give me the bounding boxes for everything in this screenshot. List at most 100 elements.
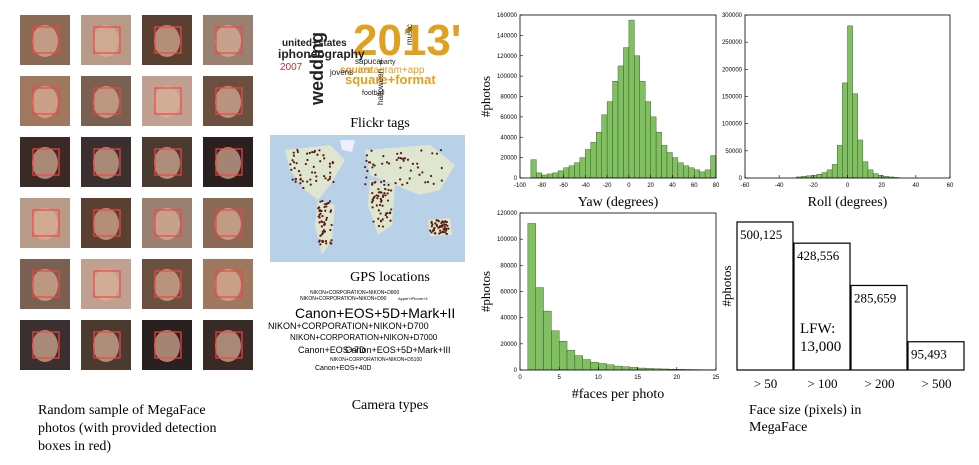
gps-dot bbox=[327, 178, 330, 182]
value-label: 500,125 bbox=[740, 227, 782, 242]
gps-dot bbox=[367, 161, 371, 164]
y-tick-label: 300000 bbox=[722, 13, 743, 19]
face bbox=[93, 147, 119, 179]
gps-dot bbox=[443, 231, 447, 234]
gps-dot bbox=[373, 164, 376, 167]
camera-word: Apple+iPhone+4 bbox=[398, 296, 428, 301]
histogram-bar bbox=[566, 350, 576, 371]
gps-dot bbox=[327, 201, 330, 205]
annotation: LFW: bbox=[800, 321, 835, 337]
gps-dot bbox=[371, 191, 374, 195]
gps-dot bbox=[373, 181, 376, 184]
gps-dot bbox=[384, 187, 387, 191]
y-tick-label: 80000 bbox=[500, 263, 517, 269]
gps-dot bbox=[433, 226, 436, 230]
detection-box bbox=[93, 209, 121, 237]
gps-dot bbox=[299, 177, 302, 180]
gps-dot bbox=[373, 195, 376, 198]
histogram-bar bbox=[704, 169, 711, 179]
gps-dot bbox=[304, 162, 307, 166]
face bbox=[32, 330, 58, 362]
camera-word: NIKON+CORPORATION+NIKON+D700 bbox=[268, 321, 429, 331]
gps-dot bbox=[301, 180, 304, 183]
detection-box bbox=[215, 148, 243, 176]
histogram-bar bbox=[547, 173, 553, 179]
value-label: 285,659 bbox=[854, 290, 896, 305]
face bbox=[215, 25, 241, 57]
gps-dot bbox=[321, 199, 324, 203]
histogram-bar bbox=[666, 152, 673, 179]
value-label: 428,556 bbox=[797, 248, 840, 263]
gps-dot bbox=[306, 152, 309, 155]
face bbox=[154, 330, 180, 362]
gps-dot bbox=[318, 239, 321, 242]
face bbox=[93, 269, 119, 301]
histogram-bar bbox=[699, 171, 706, 179]
gps-dot bbox=[321, 232, 325, 235]
histogram-bar bbox=[543, 310, 552, 371]
histogram-bar bbox=[872, 173, 879, 179]
gps-dot bbox=[383, 192, 386, 195]
y-tick-label: 20000 bbox=[500, 342, 517, 348]
x-tick-label: 80 bbox=[713, 183, 720, 189]
gps-dot bbox=[409, 169, 412, 172]
face bbox=[215, 208, 241, 240]
gps-dot bbox=[375, 204, 378, 207]
tag-word: iphoneography bbox=[278, 47, 365, 61]
gps-dot bbox=[394, 182, 397, 185]
gps-dot bbox=[447, 227, 450, 230]
gps-dot bbox=[329, 228, 332, 232]
histogram-bar bbox=[598, 363, 607, 371]
gps-dot bbox=[328, 177, 331, 180]
value-label: 95,493 bbox=[911, 347, 947, 362]
bar bbox=[736, 221, 794, 371]
gps-dot bbox=[420, 149, 423, 152]
x-tick-label: > 100 bbox=[807, 376, 837, 391]
gps-dot bbox=[365, 154, 369, 157]
gps-dot bbox=[401, 183, 404, 186]
gps-dot bbox=[318, 216, 321, 219]
y-tick-label: 120000 bbox=[497, 54, 518, 60]
x-tick-label: 20 bbox=[647, 183, 654, 189]
annotation: 13,000 bbox=[800, 339, 841, 355]
detection-box bbox=[32, 26, 60, 54]
gps-dot bbox=[332, 180, 335, 184]
detection-box bbox=[32, 148, 60, 176]
x-tick-label: 60 bbox=[691, 183, 698, 189]
gps-dot bbox=[370, 201, 374, 204]
histogram-bar bbox=[639, 81, 646, 179]
detection-box bbox=[215, 270, 243, 298]
gps-dot bbox=[325, 218, 328, 221]
gps-dot bbox=[396, 152, 399, 155]
histogram-bar bbox=[612, 81, 619, 179]
camera-word: NIKON+CORPORATION+NIKON+D7000 bbox=[290, 333, 438, 342]
gps-dot bbox=[328, 162, 332, 165]
gps-dot bbox=[296, 150, 300, 154]
gps-dot bbox=[377, 209, 381, 212]
gps-dot bbox=[371, 183, 374, 186]
y-axis-label: #photos bbox=[478, 76, 493, 117]
gps-dot bbox=[329, 209, 333, 212]
detection-box bbox=[154, 148, 182, 176]
tag-word: united+states bbox=[282, 38, 347, 49]
bar bbox=[793, 242, 851, 371]
face bbox=[32, 269, 58, 301]
y-tick-label: 40000 bbox=[500, 135, 517, 141]
caption: Flickr tags bbox=[350, 116, 410, 131]
gps-dot bbox=[383, 183, 386, 186]
face bbox=[154, 86, 180, 118]
detection-box bbox=[215, 331, 243, 359]
gps-dot bbox=[386, 212, 389, 215]
gps-dot bbox=[440, 221, 443, 225]
gps-dot bbox=[308, 151, 311, 155]
y-tick-label: 250000 bbox=[722, 40, 743, 46]
histogram-bar bbox=[590, 361, 599, 371]
gps-dot bbox=[322, 154, 325, 157]
gps-dot bbox=[329, 171, 332, 174]
gps-dot bbox=[432, 182, 435, 185]
x-tick-label: 0 bbox=[846, 183, 850, 189]
histogram-bar bbox=[596, 131, 602, 179]
tag-word: wedding bbox=[307, 32, 327, 106]
x-tick-label: > 50 bbox=[754, 376, 778, 391]
